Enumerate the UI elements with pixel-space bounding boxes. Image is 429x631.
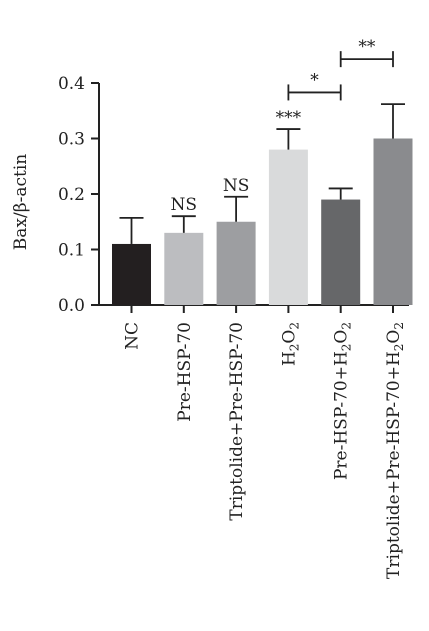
y-tick-label: 0.3 bbox=[58, 130, 85, 150]
category-label: Pre-HSP-70 bbox=[175, 322, 195, 422]
category-label: H2O2 bbox=[279, 322, 301, 366]
y-axis-title: Bax/β-actin bbox=[11, 154, 31, 250]
bar bbox=[268, 149, 308, 305]
category-label: Pre-HSP-70+H2O2 bbox=[332, 322, 354, 480]
category-label: Triptolide+Pre-HSP-70 bbox=[227, 322, 247, 521]
significance-label: NS bbox=[223, 176, 250, 196]
bar bbox=[112, 243, 151, 305]
significance-label: *** bbox=[276, 108, 302, 128]
y-tick-label: 0.2 bbox=[58, 185, 85, 205]
bar bbox=[373, 138, 413, 305]
significance-label: NS bbox=[171, 195, 198, 215]
category-label: NC bbox=[123, 322, 143, 350]
comparison-label: ** bbox=[358, 37, 376, 57]
y-tick-label: 0.1 bbox=[58, 241, 85, 261]
bar bbox=[216, 221, 256, 305]
category-label: Triptolide+Pre-HSP-70+H2O2 bbox=[384, 322, 406, 579]
labels: NCNSPre-HSP-70NSTriptolide+Pre-HSP-70***… bbox=[123, 37, 407, 579]
comparison-label: * bbox=[310, 70, 319, 90]
bar bbox=[321, 199, 361, 305]
y-tick-label: 0.0 bbox=[58, 296, 85, 316]
bars bbox=[112, 103, 413, 305]
bar bbox=[164, 232, 204, 305]
y-tick-label: 0.4 bbox=[58, 74, 85, 94]
